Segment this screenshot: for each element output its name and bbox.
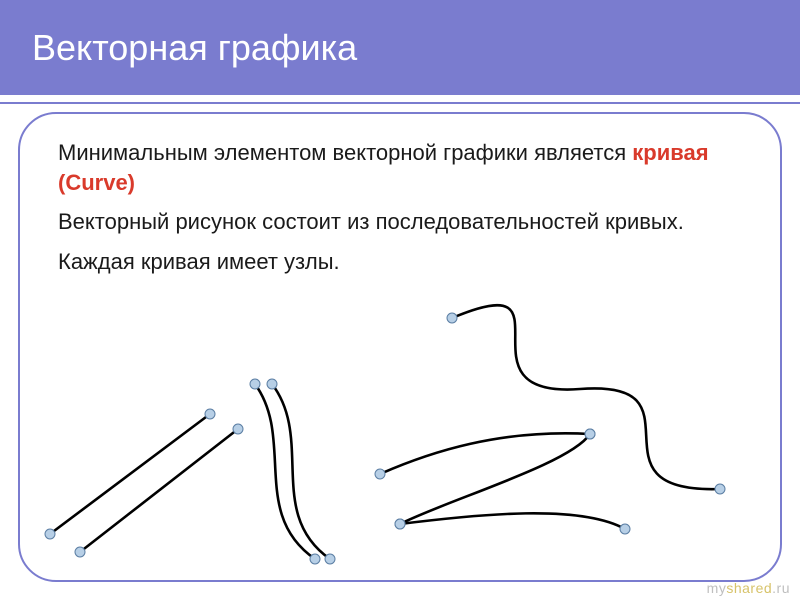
p1-hl-word: кривая <box>632 140 708 165</box>
p1-paren: (Curve) <box>58 170 135 195</box>
curves-diagram <box>20 274 780 580</box>
curves-svg <box>20 274 750 574</box>
paragraph-1: Минимальным элементом векторной графики … <box>58 138 742 197</box>
curve-node-icon <box>250 379 260 389</box>
curve-node-icon <box>75 547 85 557</box>
curve-path <box>380 433 590 474</box>
curve-node-icon <box>325 554 335 564</box>
curve-node-icon <box>267 379 277 389</box>
curve-node-icon <box>395 519 405 529</box>
header-band: Векторная графика <box>0 0 800 95</box>
slide: Векторная графика Минимальным элементом … <box>0 0 800 600</box>
watermark-part1: my <box>707 580 727 596</box>
p1-pre: Минимальным элементом векторной графики … <box>58 140 632 165</box>
curve-node-icon <box>447 313 457 323</box>
curve-node-icon <box>715 484 725 494</box>
watermark: myshared.ru <box>707 580 790 596</box>
curve-node-icon <box>585 429 595 439</box>
curve-path <box>272 384 330 559</box>
curve-node-icon <box>310 554 320 564</box>
curve-path <box>400 513 625 529</box>
curve-path <box>400 434 590 524</box>
paragraph-2: Векторный рисунок состоит из последовате… <box>58 207 742 237</box>
header-rule <box>0 102 800 104</box>
paragraph-3: Каждая кривая имеет узлы. <box>58 247 742 277</box>
watermark-part2: shared <box>726 580 772 596</box>
curve-path <box>50 414 210 534</box>
content-box: Минимальным элементом векторной графики … <box>18 112 782 582</box>
watermark-part3: .ru <box>772 580 790 596</box>
curve-path <box>452 305 720 489</box>
curve-node-icon <box>585 429 595 439</box>
curve-node-icon <box>375 469 385 479</box>
curve-node-icon <box>205 409 215 419</box>
curve-node-icon <box>233 424 243 434</box>
curve-node-icon <box>395 519 405 529</box>
curve-node-icon <box>45 529 55 539</box>
curve-path <box>80 429 238 552</box>
curve-path <box>255 384 315 559</box>
curve-node-icon <box>620 524 630 534</box>
slide-title: Векторная графика <box>32 27 357 69</box>
